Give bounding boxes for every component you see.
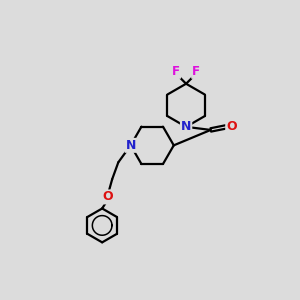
Text: N: N bbox=[125, 139, 136, 152]
Text: N: N bbox=[181, 120, 191, 134]
Text: O: O bbox=[226, 120, 237, 134]
Text: F: F bbox=[192, 65, 200, 78]
Text: F: F bbox=[172, 65, 180, 78]
Text: O: O bbox=[102, 190, 113, 203]
